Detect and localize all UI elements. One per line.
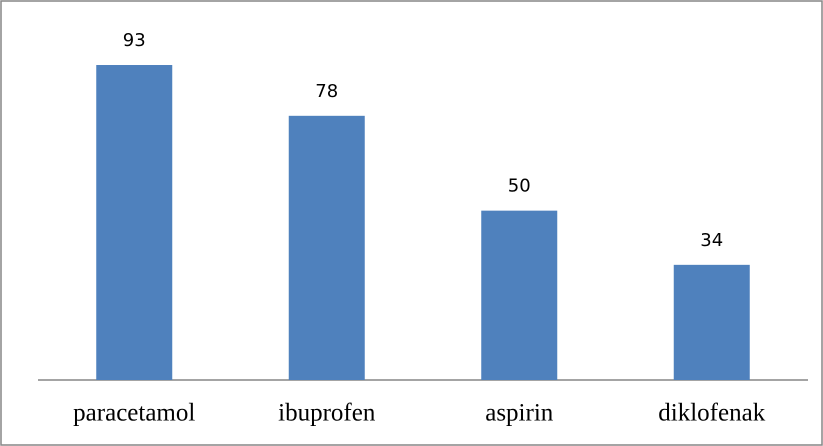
data-label: 50: [508, 176, 531, 197]
bar: [673, 264, 750, 380]
x-tick-label: aspirin: [485, 400, 554, 427]
data-label: 78: [315, 81, 338, 102]
bar: [96, 65, 173, 380]
data-label: 93: [123, 30, 146, 51]
x-tick-label: diklofenak: [658, 400, 765, 427]
data-label: 34: [700, 230, 723, 251]
x-tick-label: ibuprofen: [278, 400, 376, 427]
bar: [481, 210, 558, 380]
x-tick-label: paracetamol: [73, 400, 195, 427]
bar: [288, 115, 365, 381]
